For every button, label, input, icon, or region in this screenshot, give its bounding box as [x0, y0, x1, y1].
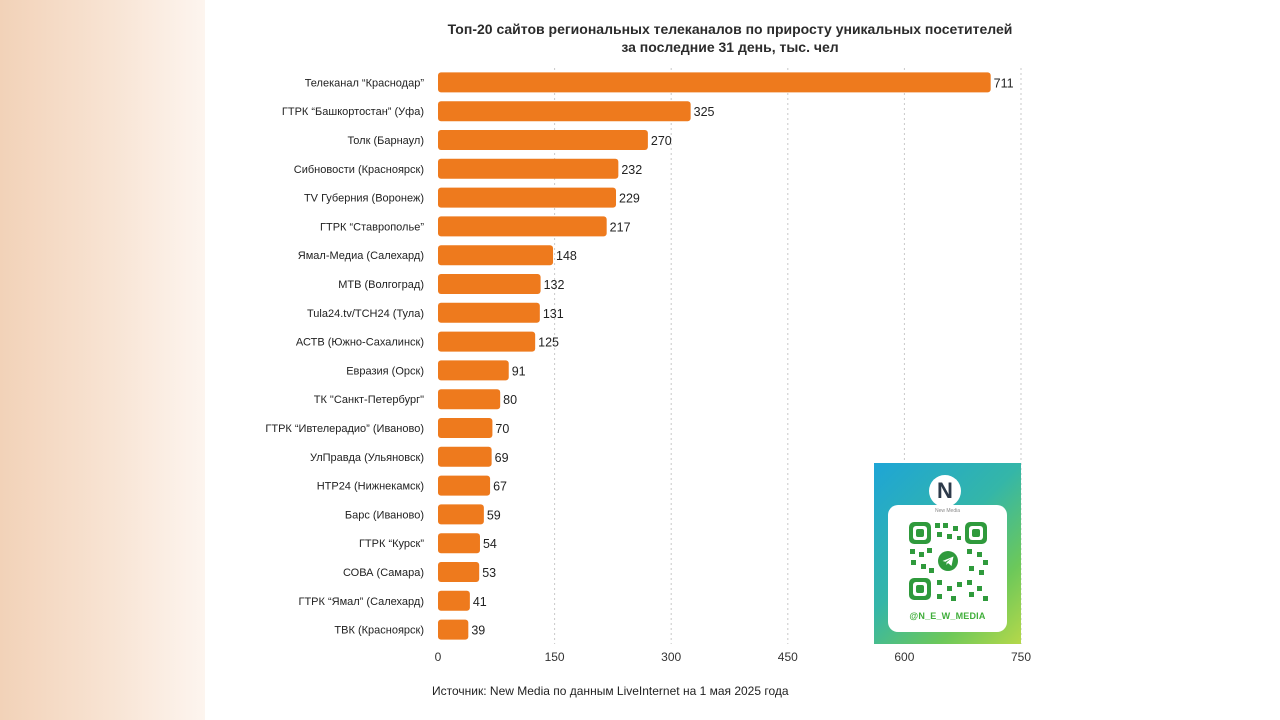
- bar: [438, 360, 509, 381]
- category-label: НТР24 (Нижнекамск): [317, 481, 424, 493]
- x-tick-label: 450: [778, 650, 798, 664]
- bars: [438, 72, 991, 640]
- category-label: Ямал-Медиа (Салехард): [298, 250, 424, 262]
- qr-code-icon[interactable]: [907, 520, 989, 602]
- bar: [438, 72, 991, 93]
- value-label: 232: [621, 163, 642, 177]
- category-label: ГТРК “Башкортостан” (Уфа): [282, 106, 424, 118]
- value-label: 270: [651, 134, 672, 148]
- bar: [438, 562, 480, 582]
- bar: [438, 101, 691, 122]
- source-note: Источник: New Media по данным LiveIntern…: [432, 684, 789, 698]
- x-tick-label: 300: [661, 650, 681, 664]
- category-label: ГТРК “Ивтелерадио” (Иваново): [265, 423, 424, 435]
- value-label: 132: [544, 278, 565, 292]
- bar: [438, 187, 617, 208]
- value-label: 80: [503, 393, 517, 407]
- value-label: 217: [610, 220, 631, 234]
- new-media-logo: N: [929, 475, 961, 507]
- bar: [438, 446, 492, 467]
- bar: [438, 619, 469, 640]
- value-label: 131: [543, 307, 564, 321]
- category-label: Барс (Иваново): [345, 509, 424, 521]
- bar: [438, 216, 607, 237]
- bar: [438, 590, 470, 611]
- value-label: 39: [471, 624, 485, 638]
- value-label: 229: [619, 192, 640, 206]
- bar: [438, 158, 619, 179]
- bar: [438, 331, 536, 352]
- category-label: Сибновости (Красноярск): [294, 164, 424, 176]
- decorative-side-gradient: [0, 0, 205, 720]
- value-label: 53: [482, 566, 496, 580]
- promo-qr-banner[interactable]: N New Media: [874, 463, 1021, 644]
- category-label: Телеканал “Краснодар”: [305, 77, 425, 89]
- value-label: 91: [512, 364, 526, 378]
- value-label: 70: [495, 422, 509, 436]
- telegram-handle[interactable]: @N_E_W_MEDIA: [909, 611, 986, 621]
- bar: [438, 533, 480, 554]
- category-label: МТВ (Волгоград): [338, 279, 424, 291]
- value-label: 67: [493, 480, 507, 494]
- x-tick-label: 750: [1011, 650, 1031, 664]
- value-label: 711: [994, 76, 1014, 90]
- labels: 0 150 300 450 600 750 Телеканал “Краснодар” 711…: [265, 76, 1031, 664]
- category-label: ГТРК “Ставрополье”: [320, 221, 424, 233]
- category-label: ТК "Санкт-Петербург": [314, 394, 424, 406]
- category-label: Tula24.tv/ТСН24 (Тула): [307, 308, 424, 320]
- bar: [438, 245, 554, 266]
- bar: [438, 130, 648, 150]
- category-label: АСТВ (Южно-Сахалинск): [296, 337, 424, 349]
- bar: [438, 389, 501, 410]
- bar: [438, 504, 484, 525]
- category-label: Толк (Барнаул): [347, 135, 424, 147]
- value-label: 59: [487, 508, 501, 522]
- bar: [438, 418, 493, 438]
- category-label: Евразия (Орск): [346, 365, 424, 377]
- logo-letter: N: [937, 478, 953, 503]
- value-label: 325: [694, 105, 715, 119]
- category-label: УлПравда (Ульяновск): [310, 452, 424, 464]
- x-tick-label: 150: [545, 650, 565, 664]
- value-label: 69: [495, 451, 509, 465]
- category-label: СОВА (Самара): [343, 567, 424, 579]
- category-label: ГТРК “Курск”: [359, 538, 424, 550]
- x-tick-label: 600: [894, 650, 914, 664]
- x-tick-label: 0: [435, 650, 442, 664]
- category-label: ТВК (Красноярск): [334, 625, 424, 637]
- logo-subtitle: New Media: [934, 508, 960, 514]
- category-label: TV Губерния (Воронеж): [304, 193, 424, 205]
- value-label: 148: [556, 249, 577, 263]
- bar: [438, 274, 541, 294]
- bar: [438, 475, 491, 496]
- chart-title-line-2: за последние 31 день, тыс. чел: [621, 39, 839, 55]
- category-label: ГТРК “Ямал” (Салехард): [299, 596, 425, 608]
- bar: [438, 302, 540, 323]
- value-label: 125: [538, 336, 559, 350]
- value-label: 41: [473, 595, 487, 609]
- qr-card[interactable]: New Media: [888, 505, 1007, 632]
- chart-title-line-1: Топ-20 сайтов региональных телеканалов п…: [447, 21, 1013, 37]
- chart-title: Топ-20 сайтов региональных телеканалов п…: [330, 20, 1130, 56]
- value-label: 54: [483, 537, 497, 551]
